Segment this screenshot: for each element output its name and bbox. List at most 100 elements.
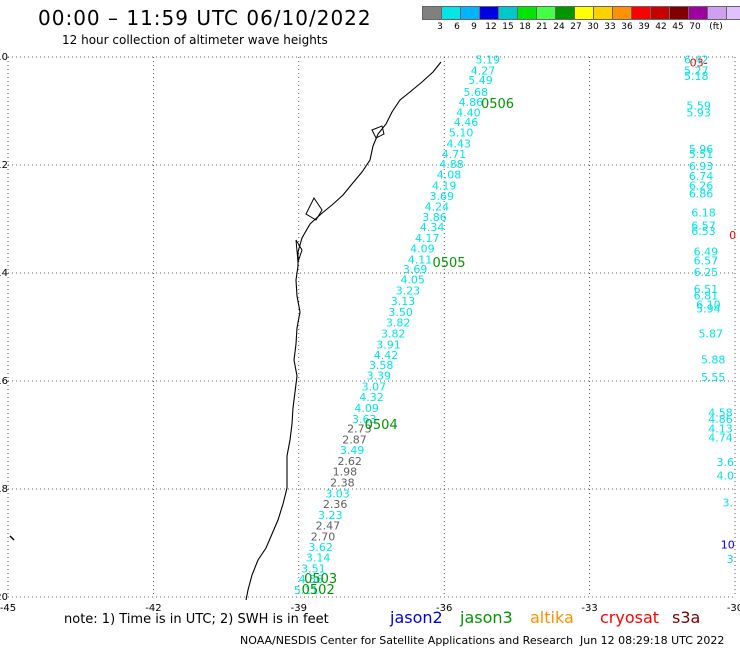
wave-height-label: 4.09 bbox=[410, 243, 435, 256]
bay-outline bbox=[371, 125, 385, 139]
map-title: 00:00 – 11:59 UTC 06/10/2022 bbox=[38, 6, 372, 30]
legend-tick-label: 18 bbox=[519, 22, 531, 32]
legend-tick-label: 9 bbox=[471, 22, 477, 32]
wave-height-label: 2.73 bbox=[347, 423, 372, 436]
wave-height-label: 4.86 bbox=[459, 96, 484, 109]
lat-axis-label: -18 bbox=[0, 484, 8, 495]
wave-height-label: 4.71 bbox=[442, 148, 467, 161]
lat-axis-label: -20 bbox=[0, 592, 8, 603]
wave-height-label: 4.43 bbox=[446, 137, 471, 150]
wave-height-label: 5.68 bbox=[463, 86, 488, 99]
satellite-jason2: jason2 bbox=[390, 608, 443, 627]
wave-height-label: 3.14 bbox=[306, 552, 331, 565]
wave-height-label: 5.49 bbox=[468, 74, 493, 87]
lat-axis-label: -12 bbox=[0, 160, 8, 171]
legend-tick-label: 30 bbox=[587, 22, 599, 32]
wave-height-label: 4.42 bbox=[374, 349, 399, 362]
satellite-jason3: jason3 bbox=[460, 608, 513, 627]
legend-tick-label: 24 bbox=[553, 22, 565, 32]
wave-height-label: 5.11 bbox=[294, 584, 319, 597]
lon-axis-label: -33 bbox=[581, 603, 597, 614]
wave-height-label: 3.49 bbox=[340, 444, 365, 457]
wave-height-label: 10 bbox=[721, 539, 735, 552]
wave-height-label: 6.74 bbox=[689, 170, 714, 183]
lon-axis-label: -30 bbox=[727, 603, 740, 614]
wave-height-label: 6.25 bbox=[694, 266, 719, 279]
lat-axis-label: -16 bbox=[0, 376, 8, 387]
legend-swatches bbox=[422, 6, 740, 20]
wave-height-label: 3.13 bbox=[391, 295, 416, 308]
coastline bbox=[245, 61, 442, 601]
legend-swatch bbox=[726, 6, 740, 20]
wave-height-label: 3.6 bbox=[717, 456, 735, 469]
legend-tick-label: 70 bbox=[689, 22, 701, 32]
satellite-altika: altika bbox=[530, 608, 574, 627]
wave-height-label: 2.38 bbox=[330, 477, 355, 490]
timestamp-text: Jun 12 08:29:18 UTC 2022 bbox=[580, 634, 725, 647]
wave-height-label: 6.26 bbox=[689, 180, 714, 193]
legend-tick-label: 36 bbox=[621, 22, 633, 32]
wave-height-label: 5.93 bbox=[686, 107, 711, 120]
wave-height-label: 5.19 bbox=[476, 54, 501, 67]
wave-height-label: 6.51 bbox=[694, 283, 719, 296]
wave-height-label: 3 bbox=[727, 553, 734, 566]
wave-height-label: 4.09 bbox=[354, 402, 379, 415]
wave-height-label: 5.51 bbox=[689, 148, 714, 161]
legend-tick-label: 27 bbox=[570, 22, 582, 32]
wave-height-label: 3.03 bbox=[325, 487, 350, 500]
wave-height-label: 3.07 bbox=[362, 380, 387, 393]
wave-height-label: 6.57 bbox=[694, 255, 719, 268]
color-legend: 3 6 9 12 15 18 21 24 27 30 33 36 39 42 45 70 (ft) bbox=[422, 6, 740, 32]
wave-height-label: 6.81 bbox=[694, 290, 719, 303]
wave-height-label: 4.11 bbox=[408, 254, 433, 267]
wave-height-label: 4.58 bbox=[708, 406, 733, 419]
wave-height-label: 3.23 bbox=[318, 509, 343, 522]
wave-height-label: 4.08 bbox=[437, 169, 462, 182]
wave-height-label: 2.47 bbox=[316, 520, 341, 533]
wave-height-label: 2.36 bbox=[323, 498, 348, 511]
wave-height-label: 6.18 bbox=[691, 207, 716, 220]
wave-height-label: 2.70 bbox=[311, 531, 336, 544]
legend-tick-label: 33 bbox=[604, 22, 616, 32]
lon-axis-label: -42 bbox=[145, 603, 161, 614]
wave-height-label: 5.18 bbox=[684, 70, 709, 83]
pass-time-label: 0502 bbox=[302, 583, 335, 598]
coast-fragment bbox=[9, 535, 15, 541]
legend-tick-label: 45 bbox=[672, 22, 684, 32]
lon-axis-label: -36 bbox=[436, 603, 452, 614]
pass-time-label: 0505 bbox=[432, 256, 465, 271]
wave-height-label: 5.96 bbox=[689, 143, 714, 156]
wave-height-label: 3. bbox=[722, 497, 733, 510]
wave-height-label: 4.74 bbox=[708, 432, 733, 445]
wave-height-label: 3.51 bbox=[301, 562, 326, 575]
wave-height-label: 3.62 bbox=[308, 541, 333, 554]
wave-height-label: 3.91 bbox=[376, 338, 401, 351]
bay-outline bbox=[295, 239, 303, 263]
legend-tick-label: 6 bbox=[454, 22, 460, 32]
wave-height-label: 4.32 bbox=[359, 391, 384, 404]
legend-tick-label: 39 bbox=[638, 22, 650, 32]
wave-height-label: 5.87 bbox=[699, 327, 724, 340]
legend-tick-label: 12 bbox=[485, 22, 497, 32]
pass-time-label: 0503 bbox=[304, 572, 337, 587]
wave-height-label: 4.24 bbox=[425, 201, 450, 214]
wave-height-label: 4.0 bbox=[717, 470, 735, 483]
wave-height-label: 0 bbox=[729, 229, 736, 242]
wave-height-label: 3.69 bbox=[430, 190, 455, 203]
wave-height-label: 6.53 bbox=[691, 225, 716, 238]
wave-height-label: 6.86 bbox=[689, 188, 714, 201]
wave-height-label: 3.39 bbox=[367, 370, 392, 383]
wave-height-label: 5.59 bbox=[686, 100, 711, 113]
wave-height-label: 3.69 bbox=[403, 263, 428, 276]
wave-height-label: 6.57 bbox=[691, 219, 716, 232]
lat-axis-label: -14 bbox=[0, 268, 8, 279]
wave-height-label: 3.63 bbox=[352, 413, 377, 426]
wave-height-label: 5.27 bbox=[684, 65, 709, 78]
wave-height-label: 6.42 bbox=[684, 54, 709, 67]
lon-axis-label: -39 bbox=[291, 603, 307, 614]
wave-height-label: 4.34 bbox=[420, 221, 445, 234]
wave-height-label: 4.40 bbox=[456, 107, 481, 120]
wave-height-label: 6.10 bbox=[696, 298, 721, 311]
legend-tick-label: 3 bbox=[437, 22, 443, 32]
